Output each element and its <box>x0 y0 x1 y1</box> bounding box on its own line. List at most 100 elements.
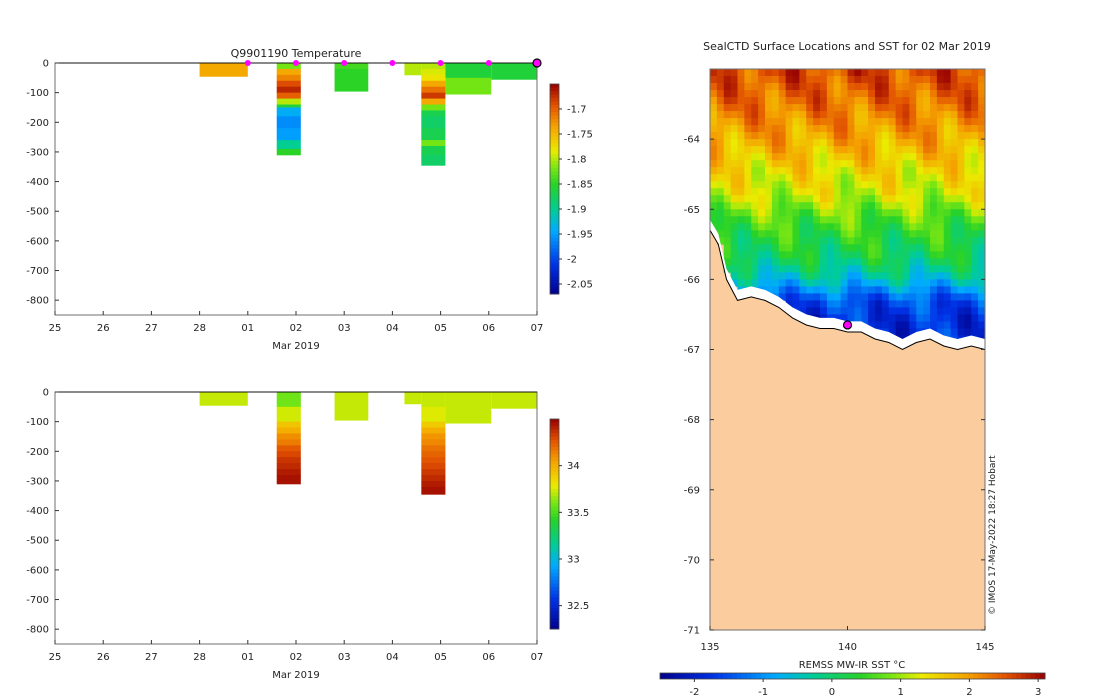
sst-cell <box>820 202 828 210</box>
sst-cell <box>957 314 965 322</box>
sst-cell <box>936 181 945 189</box>
sst-cell <box>806 272 814 280</box>
temperature-profile-cell <box>421 80 446 88</box>
sst-cell <box>888 111 897 119</box>
sst-cell <box>799 195 807 203</box>
sst-colorbar-segment <box>708 673 714 679</box>
temperature-colorbar-segment <box>550 189 559 193</box>
sst-cell <box>847 104 855 112</box>
sst-cell <box>930 83 938 91</box>
temperature-profile-cell <box>276 128 301 141</box>
sst-cell <box>840 104 848 112</box>
sst-cell <box>943 195 952 203</box>
temperature-colorbar-frame <box>549 83 560 295</box>
temperature-colorbar-segment <box>550 234 559 239</box>
sst-cell <box>916 286 924 294</box>
sst-cell <box>833 188 842 196</box>
sst-cell <box>833 160 842 168</box>
salinity-profile-cell <box>276 392 301 408</box>
temperature-colorbar-segment <box>550 255 559 260</box>
sst-cell <box>909 97 917 105</box>
sst-cell <box>936 146 945 154</box>
sst-cell <box>799 230 807 238</box>
sst-cell <box>751 104 759 112</box>
sst-cell <box>881 223 890 231</box>
sst-cell <box>902 216 910 224</box>
map-coastline <box>710 230 985 351</box>
sst-cell <box>895 181 903 189</box>
sst-cell <box>875 202 883 210</box>
sst-colorbar-segment <box>688 673 695 679</box>
sst-cell <box>964 314 972 322</box>
sst-cell <box>785 188 793 196</box>
sst-cell <box>971 279 979 287</box>
salinity-colorbar-segment <box>550 426 559 430</box>
sst-cell <box>758 83 766 91</box>
sst-cell <box>923 76 931 84</box>
sst-cell <box>723 209 732 217</box>
sst-cell <box>840 125 848 133</box>
sst-cell <box>881 195 890 203</box>
sst-cell <box>771 111 780 119</box>
sst-cell <box>847 300 855 308</box>
temperature-profile-marker <box>341 60 348 66</box>
sst-cell <box>888 195 897 203</box>
sst-cell <box>916 188 924 196</box>
sst-cell <box>881 251 890 259</box>
sst-cell <box>813 195 821 203</box>
sst-cell <box>744 153 752 161</box>
sst-cell <box>888 202 897 210</box>
sst-cell <box>758 272 766 280</box>
sst-cell <box>826 272 835 280</box>
sst-cell <box>840 230 848 238</box>
salinity-xtick-label: 28 <box>193 652 206 663</box>
sst-cell <box>833 202 842 210</box>
temperature-colorbar-segment <box>550 259 559 263</box>
sst-cell <box>785 167 793 175</box>
sst-cell <box>744 69 752 77</box>
sst-cell <box>916 314 924 322</box>
sst-cell <box>923 69 931 77</box>
salinity-colorbar-segment <box>550 489 559 493</box>
sst-cell <box>854 286 862 294</box>
temperature-profile-cell <box>404 63 422 76</box>
sst-cell <box>861 153 869 161</box>
sst-cell <box>723 244 732 252</box>
sst-cell <box>744 83 752 91</box>
sst-colorbar-segment <box>1006 673 1012 679</box>
temperature-colorbar-segment <box>550 157 559 162</box>
sst-cell <box>964 118 972 126</box>
sst-colorbar-tick-label: 1 <box>897 687 903 698</box>
sst-cell <box>875 83 883 91</box>
sst-cell <box>806 118 814 126</box>
temperature-colorbar-segment <box>550 133 559 137</box>
sst-cell <box>909 118 917 126</box>
sst-cell <box>895 83 903 91</box>
sst-cell <box>950 286 958 294</box>
sst-cell <box>881 139 890 147</box>
sst-cell <box>806 307 814 315</box>
sst-cell <box>854 209 862 217</box>
salinity-colorbar-segment <box>550 468 559 472</box>
sst-cell <box>730 251 738 259</box>
sst-cell <box>916 300 924 308</box>
sst-cell <box>744 97 752 105</box>
sst-cell <box>826 181 835 189</box>
sst-cell <box>868 202 876 210</box>
sst-cell <box>710 83 718 91</box>
sst-cell <box>765 230 773 238</box>
sst-cell <box>771 286 780 294</box>
sst-cell <box>723 181 732 189</box>
sst-cell <box>868 139 876 147</box>
salinity-ytick-label: -400 <box>26 506 49 517</box>
sst-cell <box>888 174 897 182</box>
sst-cell <box>785 300 793 308</box>
temperature-profile-cell <box>276 92 301 99</box>
sst-cell <box>971 230 979 238</box>
sst-cell <box>923 209 931 217</box>
sst-cell <box>771 237 780 245</box>
sst-cell <box>902 230 910 238</box>
sst-cell <box>888 167 897 175</box>
sst-cell <box>923 251 931 259</box>
